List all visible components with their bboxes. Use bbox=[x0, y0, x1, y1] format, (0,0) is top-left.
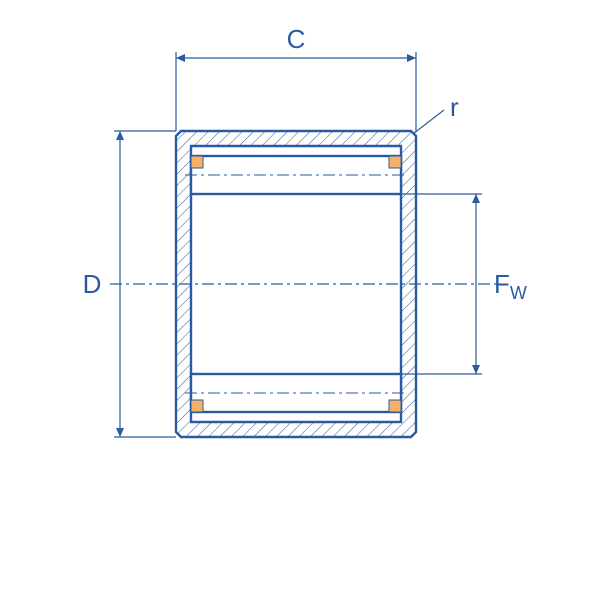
leader-r bbox=[414, 110, 445, 134]
dim-label-C: C bbox=[287, 24, 306, 54]
dim-label-Fw: FW bbox=[494, 269, 527, 303]
dim-label-r: r bbox=[450, 92, 459, 122]
bearing-cross-section-diagram: C D FW r bbox=[0, 0, 600, 600]
roller-top bbox=[185, 156, 407, 194]
roller-bottom bbox=[185, 374, 407, 412]
dim-label-D: D bbox=[83, 269, 102, 299]
